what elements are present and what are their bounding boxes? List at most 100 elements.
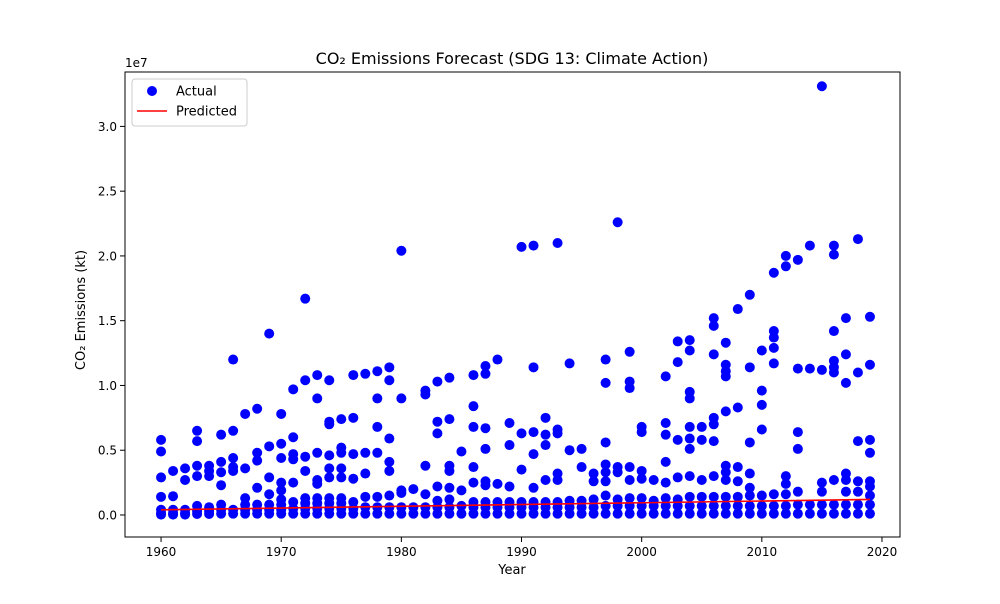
data-point [601,437,611,447]
data-point [192,436,202,446]
data-point [156,435,166,445]
legend-actual-marker [147,86,157,96]
data-point [757,400,767,410]
data-point [529,427,539,437]
data-point [865,360,875,370]
data-point [577,509,587,519]
data-point [697,475,707,485]
data-point [384,362,394,372]
data-point [829,368,839,378]
data-point [673,435,683,445]
data-point [697,422,707,432]
data-point [817,509,827,519]
y-tick-label: 0.0 [98,508,117,522]
data-point [529,241,539,251]
data-point [276,439,286,449]
data-point [805,509,815,519]
data-point [480,369,490,379]
data-point [288,454,298,464]
data-point [348,509,358,519]
x-axis-label: Year [497,563,526,578]
data-point [204,509,214,519]
data-point [853,500,863,510]
data-point [757,424,767,434]
data-point [204,471,214,481]
data-point [661,430,671,440]
data-point [721,406,731,416]
data-point [504,418,514,428]
data-point [468,370,478,380]
data-point [288,478,298,488]
data-point [853,436,863,446]
data-point [276,485,286,495]
data-point [228,453,238,463]
data-point [541,475,551,485]
y-axis-multiplier-label: 1e7 [125,56,148,70]
data-point [432,377,442,387]
data-point [781,479,791,489]
data-point [793,487,803,497]
data-point [865,481,875,491]
data-point [480,509,490,519]
data-point [697,509,707,519]
data-point [252,404,262,414]
data-point [420,489,430,499]
data-point [601,467,611,477]
data-point [444,509,454,519]
data-point [625,347,635,357]
data-point [396,488,406,498]
data-point [360,369,370,379]
data-point [192,509,202,519]
data-point [240,509,250,519]
data-point [721,338,731,348]
data-point [348,413,358,423]
data-point [685,335,695,345]
data-point [384,375,394,385]
data-point [468,478,478,488]
data-point [444,414,454,424]
data-point [228,509,238,519]
data-point [613,509,623,519]
data-point [769,358,779,368]
data-point [745,437,755,447]
data-point [685,434,695,444]
data-point [745,290,755,300]
x-tick-label: 1960 [146,545,177,559]
data-point [553,428,563,438]
data-point [793,444,803,454]
data-point [757,491,767,501]
data-point [625,509,635,519]
data-point [853,234,863,244]
data-point [444,373,454,383]
data-point [168,491,178,501]
data-point [865,435,875,445]
data-point [781,261,791,271]
data-point [276,453,286,463]
data-point [180,463,190,473]
data-point [733,402,743,412]
data-point [553,238,563,248]
data-point [264,441,274,451]
data-point [517,509,527,519]
data-point [709,509,719,519]
data-point [264,509,274,519]
data-point [492,479,502,489]
data-point [529,449,539,459]
data-point [372,448,382,458]
data-point [324,419,334,429]
data-point [697,492,707,502]
data-point [228,426,238,436]
data-point [601,378,611,388]
data-point [384,434,394,444]
data-point [336,463,346,473]
data-point [180,510,190,520]
data-point [685,471,695,481]
data-point [180,475,190,485]
data-point [817,478,827,488]
data-point [781,509,791,519]
data-point [673,336,683,346]
data-point [192,426,202,436]
data-point [264,329,274,339]
